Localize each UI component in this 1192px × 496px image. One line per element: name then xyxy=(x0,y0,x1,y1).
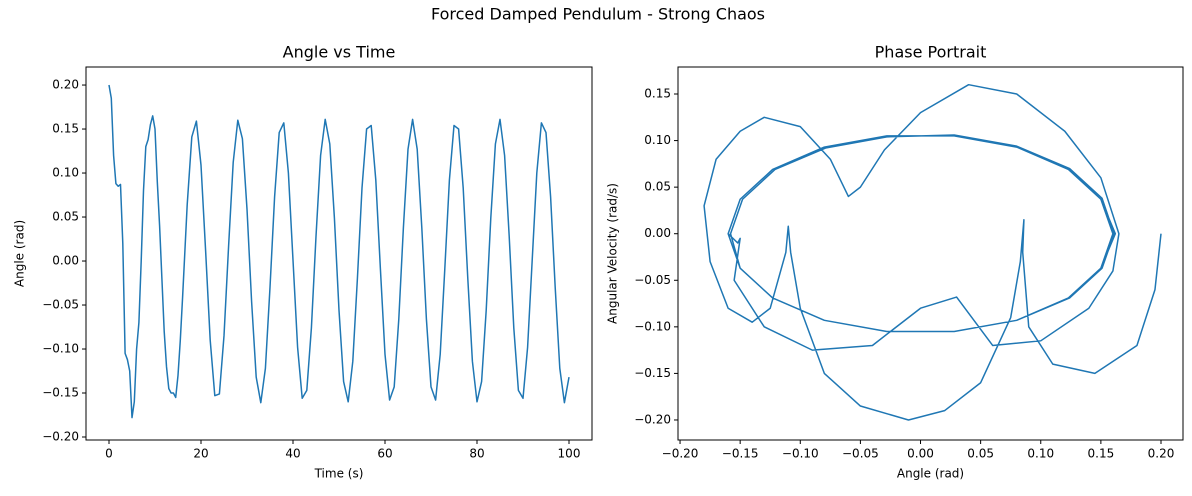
y-tick-label: −0.10 xyxy=(634,319,671,333)
y-tick-label: −0.15 xyxy=(634,366,671,380)
axes-title: Phase Portrait xyxy=(875,43,987,62)
y-tick-label: 0.00 xyxy=(644,226,671,240)
x-tick-label: 0.05 xyxy=(967,447,994,461)
x-tick-label: 20 xyxy=(193,447,208,461)
y-tick-label: −0.20 xyxy=(42,430,79,444)
x-tick-label: 100 xyxy=(558,447,581,461)
plot-area xyxy=(108,84,570,419)
y-tick-label: 0.15 xyxy=(52,122,79,136)
x-tick-label: 0.15 xyxy=(1088,447,1115,461)
plot-area xyxy=(703,83,1162,421)
y-tick-label: 0.00 xyxy=(52,254,79,268)
y-tick-label: 0.05 xyxy=(52,210,79,224)
figure-title: Forced Damped Pendulum - Strong Chaos xyxy=(431,5,765,24)
x-tick-label: 0 xyxy=(105,447,113,461)
data-line xyxy=(108,84,570,419)
axes-frame xyxy=(85,66,593,441)
y-tick-label: −0.15 xyxy=(42,386,79,400)
x-axis-label: Angle (rad) xyxy=(897,467,964,481)
y-tick-label: −0.20 xyxy=(634,412,671,426)
x-tick-label: 40 xyxy=(285,447,300,461)
y-tick-label: −0.05 xyxy=(42,298,79,312)
data-line xyxy=(703,83,1162,421)
axes-frame xyxy=(677,66,1184,441)
x-tick-label: 0.20 xyxy=(1148,447,1175,461)
y-axis-label: Angular Velocity (rad/s) xyxy=(606,183,620,324)
y-tick-label: 0.15 xyxy=(644,87,671,101)
x-tick-label: 0.10 xyxy=(1027,447,1054,461)
axes-title: Angle vs Time xyxy=(283,43,396,62)
y-tick-label: 0.20 xyxy=(52,78,79,92)
x-tick-label: −0.15 xyxy=(722,447,759,461)
y-tick-label: −0.05 xyxy=(634,273,671,287)
y-axis-label: Angle (rad) xyxy=(13,220,27,287)
x-axis-label: Time (s) xyxy=(314,467,364,481)
y-tick-label: 0.10 xyxy=(644,133,671,147)
y-tick-label: −0.10 xyxy=(42,342,79,356)
x-tick-label: 60 xyxy=(377,447,392,461)
y-tick-label: 0.10 xyxy=(52,166,79,180)
y-tick-label: 0.05 xyxy=(644,180,671,194)
x-tick-label: −0.05 xyxy=(842,447,879,461)
x-tick-label: −0.20 xyxy=(662,447,699,461)
x-tick-label: 80 xyxy=(469,447,484,461)
x-tick-label: 0.00 xyxy=(907,447,934,461)
x-tick-label: −0.10 xyxy=(782,447,819,461)
